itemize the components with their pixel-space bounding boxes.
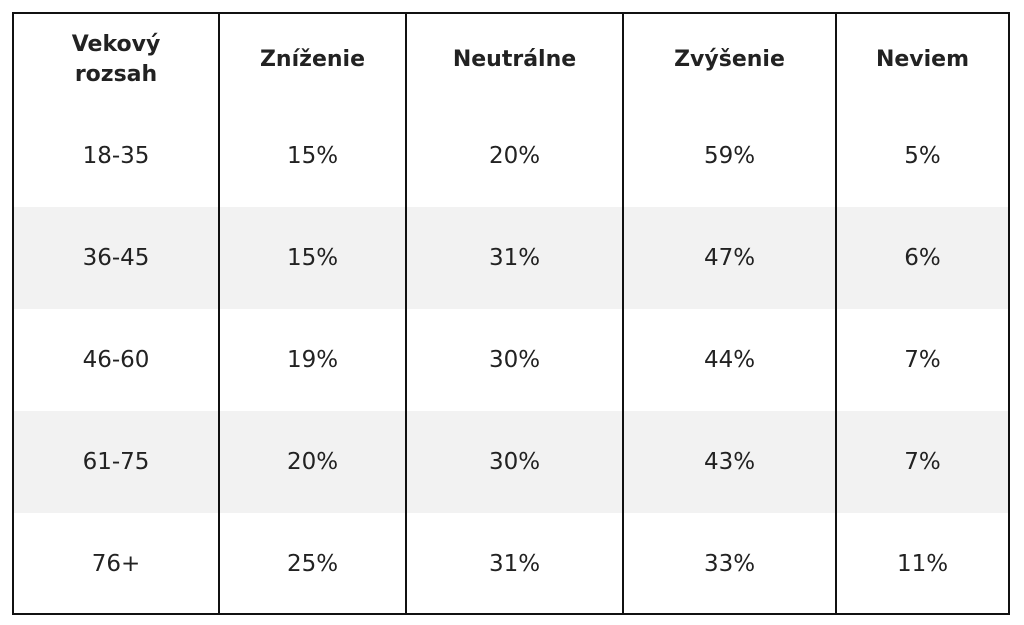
table-cell: 20% — [405, 105, 623, 207]
table-row: 36-45 15% 31% 47% 6% — [14, 207, 1008, 309]
header-cell: Neviem — [835, 14, 1008, 105]
table-cell: 15% — [218, 207, 406, 309]
header-row: Vekový rozsah Zníženie Neutrálne Zvýšenie Ne… — [14, 14, 1008, 105]
table-cell: 30% — [405, 411, 623, 513]
table-cell: 33% — [622, 513, 836, 615]
table-body: 18-35 15% 20% 59% 5% 36-45 15% 31% 47% 6% 46-60 19%… — [14, 105, 1008, 615]
table-row: 76+ 25% 31% 33% 11% — [14, 513, 1008, 615]
table-cell: 76+ — [91, 551, 141, 577]
table-header: Vekový rozsah Zníženie Neutrálne Zvýšenie Ne… — [14, 14, 1008, 105]
table-cell: 47% — [622, 207, 836, 309]
table-container: Vekový rozsah Zníženie Neutrálne Zvýšenie Ne… — [12, 12, 1010, 615]
header-cell: Vekový rozsah — [71, 31, 161, 87]
header-cell: Zníženie — [218, 14, 406, 105]
table-cell: 7% — [835, 411, 1008, 513]
table-cell: 59% — [622, 105, 836, 207]
table-row: 18-35 15% 20% 59% 5% — [14, 105, 1008, 207]
table-cell: 5% — [835, 105, 1008, 207]
table-cell: 6% — [835, 207, 1008, 309]
table-cell: 20% — [218, 411, 406, 513]
table-cell: 25% — [218, 513, 406, 615]
table-cell: 19% — [218, 309, 406, 411]
table-cell: 15% — [218, 105, 406, 207]
table-cell: 36-45 — [14, 207, 219, 309]
data-table: Vekový rozsah Zníženie Neutrálne Zvýšenie Ne… — [14, 14, 1008, 615]
table-cell: 43% — [622, 411, 836, 513]
table-row: 61-75 20% 30% 43% 7% — [14, 411, 1008, 513]
table-cell: 31% — [405, 207, 623, 309]
table-cell: 18-35 — [82, 143, 150, 169]
table-cell: 7% — [835, 309, 1008, 411]
header-cell: Neutrálne — [405, 14, 623, 105]
header-cell: Zvýšenie — [622, 14, 836, 105]
table-cell: 11% — [835, 513, 1008, 615]
table-row: 46-60 19% 30% 44% 7% — [14, 309, 1008, 411]
table-cell: 31% — [405, 513, 623, 615]
table-cell: 61-75 — [14, 411, 219, 513]
table-cell: 44% — [622, 309, 836, 411]
table-cell: 30% — [405, 309, 623, 411]
table-cell: 46-60 — [82, 347, 150, 373]
